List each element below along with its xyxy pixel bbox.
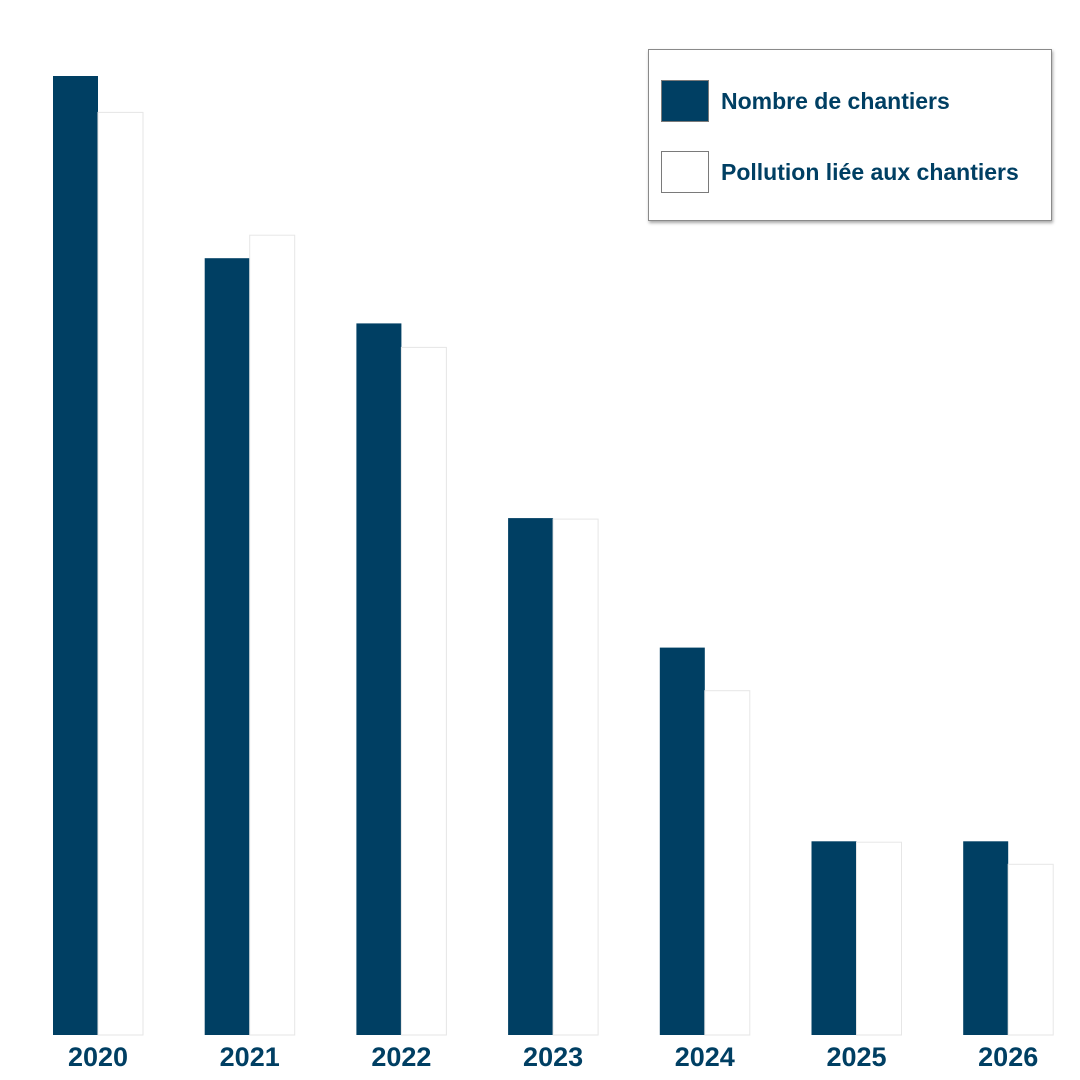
bar-nombre-2021	[204, 258, 250, 1035]
x-tick-label-2021: 2021	[220, 1042, 280, 1072]
bar-pollution-2022	[400, 346, 447, 1036]
bar-nombre-2024	[659, 647, 705, 1035]
x-tick-label-2024: 2024	[675, 1042, 735, 1072]
x-tick-label-2025: 2025	[826, 1042, 886, 1072]
legend-label-nombre-de-chantiers: Nombre de chantiers	[721, 87, 950, 114]
bar-pollution-2026	[1007, 863, 1054, 1036]
x-tick-label-2020: 2020	[68, 1042, 128, 1072]
legend-label-pollution: Pollution liée aux chantiers	[721, 158, 1019, 185]
bar-nombre-2022	[356, 323, 402, 1035]
x-tick-label-2026: 2026	[978, 1042, 1038, 1072]
bar-pollution-2025	[856, 841, 902, 1036]
x-tick-label-2022: 2022	[371, 1042, 431, 1072]
bar-pollution-2024	[704, 690, 751, 1036]
bar-nombre-2025	[811, 841, 857, 1035]
bar-pollution-2020	[97, 111, 144, 1036]
legend: Nombre de chantiers Pollution liée aux c…	[648, 49, 1052, 221]
x-tick-labels: 2020 2021 2022 2023 2024 2025 2026	[68, 1042, 1038, 1072]
bar-pollution-2023	[552, 518, 599, 1036]
bars-group	[53, 76, 1054, 1036]
legend-item-pollution: Pollution liée aux chantiers	[661, 150, 1019, 194]
legend-item-nombre-de-chantiers: Nombre de chantiers	[661, 79, 950, 123]
legend-swatch-pollution	[661, 151, 709, 193]
x-tick-label-2023: 2023	[523, 1042, 583, 1072]
bar-nombre-2020	[53, 76, 98, 1035]
legend-swatch-nombre-de-chantiers	[661, 80, 709, 122]
bar-nombre-2026	[963, 841, 1009, 1035]
bar-pollution-2021	[249, 234, 296, 1036]
bar-nombre-2023	[508, 518, 554, 1035]
